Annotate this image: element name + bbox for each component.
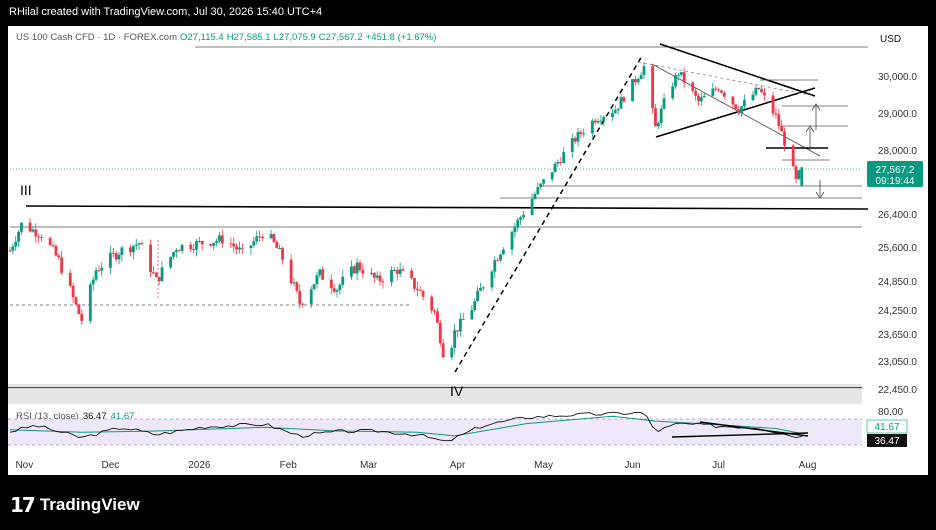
ohlc-low: L27,075.9 xyxy=(273,32,316,43)
logo-text: TradingView xyxy=(39,495,140,514)
rsi-legend: RSI (13, close) 36.47 41.67 xyxy=(16,411,134,422)
ohlc-high: H27,585.1 xyxy=(226,32,271,43)
tradingview-logo: 17 TradingView xyxy=(10,493,140,517)
symbol-legend: US 100 Cash CFD · 1D · FOREX.com O27,115… xyxy=(16,32,436,43)
rsi-value: 36.47 xyxy=(82,411,107,422)
rsi-label: RSI (13, close) xyxy=(16,411,79,422)
ohlc-open: O27,115.4 xyxy=(180,32,224,43)
header-caption: RHilal created with TradingView.com, Jul… xyxy=(9,6,323,18)
symbol-name: US 100 Cash CFD · 1D · FOREX.com xyxy=(16,32,178,43)
logo-mark-icon: 17 xyxy=(10,493,36,517)
ohlc-change: +451.8 (+1.67%) xyxy=(365,32,437,43)
ohlc-close: C27,567.2 xyxy=(318,32,363,43)
chart-panel[interactable] xyxy=(8,26,928,475)
rsi-ma-value: 41.67 xyxy=(110,411,135,422)
